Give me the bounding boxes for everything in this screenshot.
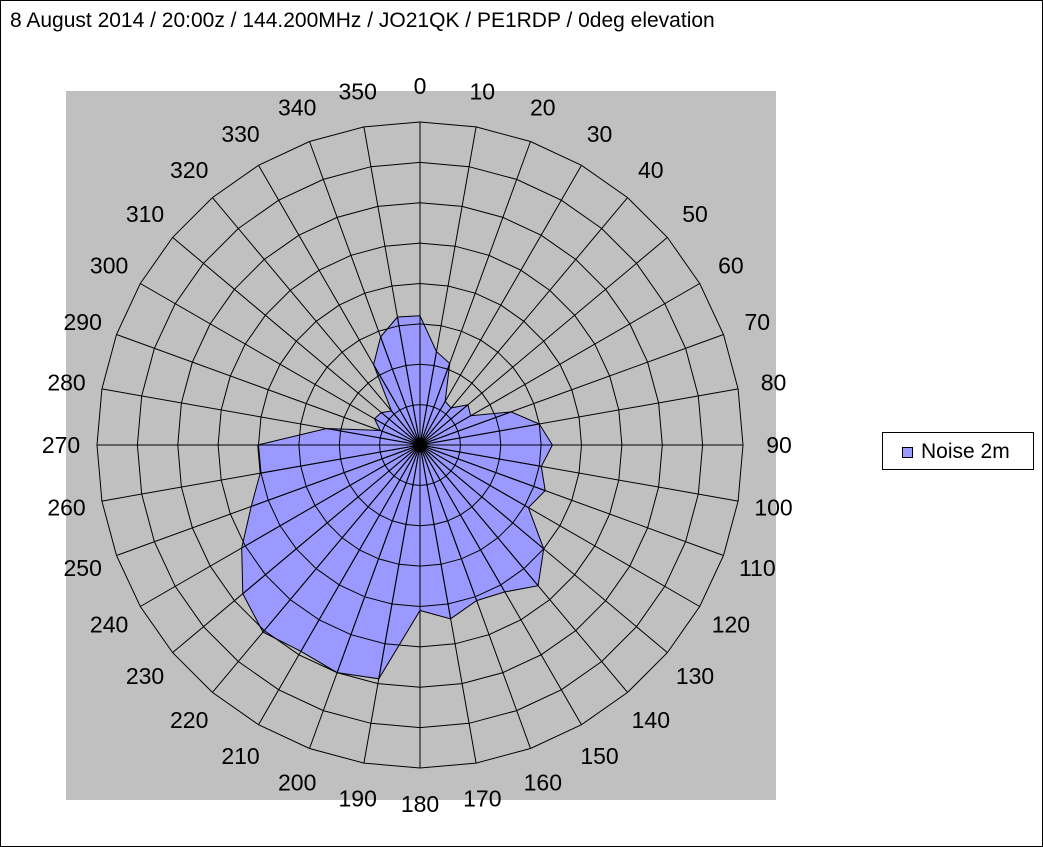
tick-label: 10 xyxy=(470,79,496,105)
tick-label: 140 xyxy=(632,707,670,733)
tick-label: 100 xyxy=(754,494,792,520)
tick-label: 180 xyxy=(401,791,439,817)
tick-label: 280 xyxy=(47,370,85,396)
axis-spoke xyxy=(116,334,421,446)
tick-label: 50 xyxy=(682,201,708,227)
grid-layer xyxy=(96,121,744,769)
axis-spoke xyxy=(212,197,421,446)
axis-spoke xyxy=(101,388,421,446)
axis-spoke xyxy=(309,141,421,446)
axis-spoke xyxy=(419,126,477,446)
tick-label: 110 xyxy=(739,555,776,581)
axis-spoke xyxy=(258,165,421,446)
legend-label: Noise 2m xyxy=(921,440,1010,463)
legend-swatch xyxy=(902,447,913,458)
axis-spoke xyxy=(363,444,421,764)
tick-label: 300 xyxy=(90,253,128,279)
tick-label: 340 xyxy=(278,95,316,121)
axis-spoke xyxy=(419,444,724,556)
tick-label: 170 xyxy=(463,786,501,812)
tick-label: 70 xyxy=(745,309,771,335)
tick-label: 320 xyxy=(170,157,208,183)
axis-spoke xyxy=(419,165,582,446)
axis-spoke xyxy=(419,141,531,446)
tick-label: 120 xyxy=(712,612,750,638)
axis-spoke xyxy=(419,197,628,446)
axis-spoke xyxy=(419,444,739,502)
axis-spoke xyxy=(419,444,477,764)
chart-title: 8 August 2014 / 20:00z / 144.200MHz / JO… xyxy=(10,9,715,32)
tick-label: 290 xyxy=(64,309,102,335)
tick-label: 190 xyxy=(339,786,377,812)
axis-spoke xyxy=(258,444,421,725)
axis-spoke xyxy=(419,444,582,725)
tick-label: 230 xyxy=(126,663,164,689)
axis-spoke xyxy=(172,237,421,446)
axis-spoke xyxy=(172,444,421,653)
tick-label: 20 xyxy=(530,95,556,121)
axis-spoke xyxy=(140,283,421,446)
tick-label: 210 xyxy=(221,743,259,769)
tick-label: 260 xyxy=(47,494,85,520)
tick-label: 0 xyxy=(414,73,427,99)
tick-label: 160 xyxy=(524,769,562,795)
axis-spoke xyxy=(140,444,421,607)
tick-label: 90 xyxy=(766,432,792,458)
axis-spoke xyxy=(419,444,628,693)
axis-spoke xyxy=(309,444,421,749)
tick-label: 250 xyxy=(64,555,102,581)
axis-spoke xyxy=(419,283,700,446)
axis-spoke xyxy=(419,444,700,607)
tick-label: 80 xyxy=(761,370,787,396)
tick-label: 40 xyxy=(638,157,664,183)
axis-spoke xyxy=(116,444,421,556)
axis-spoke xyxy=(101,444,421,502)
tick-label: 310 xyxy=(126,201,164,227)
tick-label: 200 xyxy=(278,769,316,795)
axis-spoke xyxy=(419,444,531,749)
tick-label: 270 xyxy=(42,432,80,458)
tick-label: 60 xyxy=(718,253,744,279)
tick-label: 350 xyxy=(339,79,377,105)
axis-spoke xyxy=(363,126,421,446)
tick-label: 130 xyxy=(676,663,714,689)
tick-label: 220 xyxy=(170,707,208,733)
axis-spoke xyxy=(212,444,421,693)
axis-spoke xyxy=(419,334,724,446)
tick-label: 330 xyxy=(221,121,259,147)
axis-spoke xyxy=(419,237,668,446)
axis-spoke xyxy=(419,444,668,653)
legend: Noise 2m xyxy=(882,432,1034,470)
tick-label: 240 xyxy=(90,612,128,638)
axis-spoke xyxy=(419,388,739,446)
tick-label: 150 xyxy=(580,743,618,769)
tick-label: 30 xyxy=(587,121,613,147)
